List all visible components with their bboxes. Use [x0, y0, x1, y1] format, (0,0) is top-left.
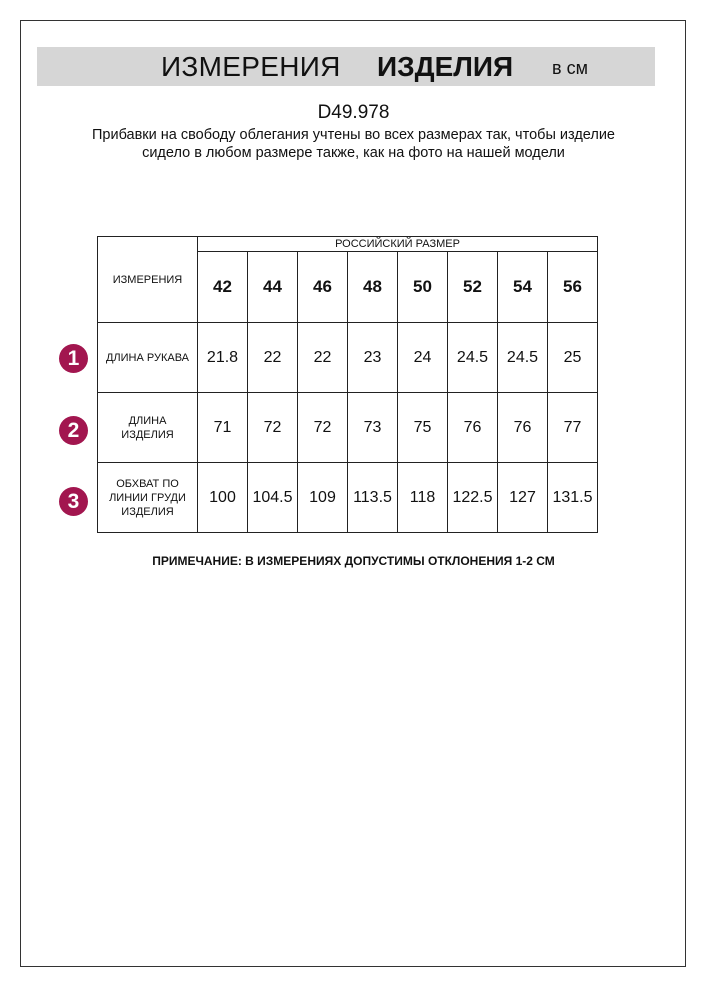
value-cell: 131.5 [547, 462, 598, 533]
article-number: D49.978 [317, 102, 390, 123]
value-cell: 118 [397, 462, 448, 533]
row-label: ДЛИНА ИЗДЕЛИЯ [97, 392, 198, 463]
value-cell: 72 [247, 392, 298, 463]
size-header: 56 [547, 251, 598, 323]
value-cell: 72 [297, 392, 348, 463]
value-cell: 24 [397, 322, 448, 393]
size-group-header: РОССИЙСКИЙ РАЗМЕР [197, 236, 598, 252]
description: Прибавки на свободу облегания учтены во … [91, 127, 615, 161]
value-cell: 100 [197, 462, 248, 533]
title-regular: ИЗМЕРЕНИЯ [161, 51, 341, 82]
page-frame [20, 20, 686, 967]
size-header: 52 [447, 251, 498, 323]
value-cell: 76 [447, 392, 498, 463]
value-cell: 21.8 [197, 322, 248, 393]
value-cell: 23 [347, 322, 398, 393]
row-label: ДЛИНА РУКАВА [97, 322, 198, 393]
value-cell: 22 [297, 322, 348, 393]
value-cell: 75 [397, 392, 448, 463]
value-cell: 104.5 [247, 462, 298, 533]
value-cell: 25 [547, 322, 598, 393]
badge-1: 1 [59, 344, 88, 373]
value-cell: 24.5 [447, 322, 498, 393]
value-cell: 77 [547, 392, 598, 463]
size-table: ИЗМЕРЕНИЯ РОССИЙСКИЙ РАЗМЕР 42 44 46 48 50 52… [97, 236, 598, 533]
row-label: ОБХВАТ ПО ЛИНИИ ГРУДИ ИЗДЕЛИЯ [97, 462, 198, 533]
value-cell: 76 [497, 392, 548, 463]
title-bar [37, 47, 655, 86]
value-cell: 22 [247, 322, 298, 393]
value-cell: 24.5 [497, 322, 548, 393]
title-unit: в см [552, 58, 588, 78]
note: ПРИМЕЧАНИЕ: В ИЗМЕРЕНИЯХ ДОПУСТИМЫ ОТКЛО… [152, 554, 555, 568]
value-cell: 73 [347, 392, 398, 463]
title-bold: ИЗДЕЛИЯ [377, 51, 514, 82]
value-cell: 122.5 [447, 462, 498, 533]
size-header: 44 [247, 251, 298, 323]
size-header: 42 [197, 251, 248, 323]
size-header: 50 [397, 251, 448, 323]
size-header: 46 [297, 251, 348, 323]
value-cell: 127 [497, 462, 548, 533]
badge-2: 2 [59, 416, 88, 445]
value-cell: 109 [297, 462, 348, 533]
size-header: 48 [347, 251, 398, 323]
measurements-header: ИЗМЕРЕНИЯ [97, 236, 198, 323]
value-cell: 113.5 [347, 462, 398, 533]
value-cell: 71 [197, 392, 248, 463]
size-header: 54 [497, 251, 548, 323]
badge-3: 3 [59, 487, 88, 516]
